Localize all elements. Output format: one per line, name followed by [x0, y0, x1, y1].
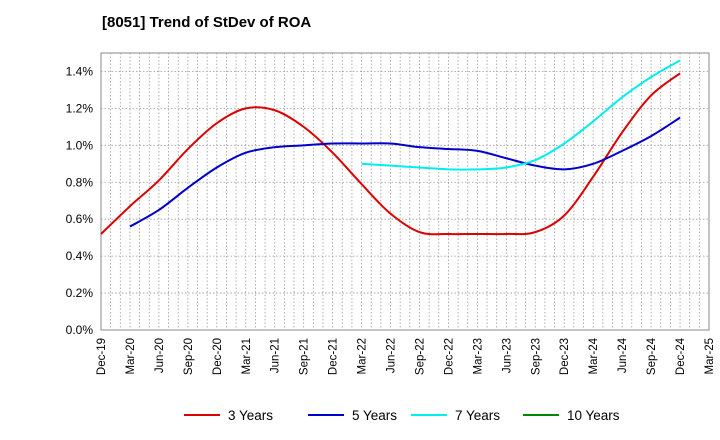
- y-tick-label: 0.6%: [66, 212, 94, 226]
- x-tick-label: Mar-21: [241, 338, 253, 374]
- x-tick-label: Mar-20: [125, 338, 137, 374]
- legend-item: 7 Years: [411, 404, 500, 426]
- y-tick-label: 0.0%: [66, 323, 94, 337]
- y-tick-label: 0.8%: [66, 175, 94, 189]
- x-tick-label: Jun-22: [386, 338, 398, 373]
- legend-item: 3 Years: [184, 404, 273, 426]
- series-line-3-years: [100, 72, 681, 236]
- series-line-5-years: [129, 116, 681, 228]
- axes: 0.0% 0.2% 0.4% 0.6% 0.8% 1.0% 1.2% 1.4% Dec-19 Ma…: [66, 64, 716, 375]
- plot-area: [100, 52, 710, 331]
- x-tick-label: Jun-24: [617, 337, 629, 373]
- x-tick-label: Sep-24: [646, 337, 658, 375]
- series-lines: [100, 59, 681, 236]
- series-line-7-years: [361, 59, 681, 171]
- y-tick-label: 1.0%: [66, 138, 94, 152]
- legend-swatch: [308, 414, 344, 416]
- legend: 3 Years 5 Years 7 Years 10 Years: [0, 404, 720, 426]
- y-tick-label: 1.4%: [66, 64, 94, 78]
- x-tick-label: Dec-24: [675, 337, 687, 375]
- legend-label: 7 Years: [455, 407, 501, 423]
- x-tick-label: Mar-24: [588, 337, 600, 374]
- x-tick-label: Jun-21: [270, 338, 282, 373]
- legend-swatch: [523, 414, 559, 416]
- y-tick-label: 1.2%: [66, 101, 94, 115]
- x-tick-label: Sep-23: [530, 338, 542, 375]
- y-tick-label: 0.4%: [66, 249, 94, 263]
- legend-swatch: [184, 414, 220, 416]
- x-tick-label: Dec-19: [96, 338, 108, 375]
- grid: [100, 52, 710, 331]
- x-tick-label: Dec-23: [559, 338, 571, 375]
- x-tick-label: Dec-22: [443, 338, 455, 375]
- legend-label: 5 Years: [352, 407, 398, 423]
- x-tick-label: Mar-25: [704, 338, 716, 374]
- legend-item: 10 Years: [523, 404, 620, 426]
- x-tick-label: Mar-22: [357, 338, 369, 374]
- x-tick-label: Dec-20: [212, 338, 224, 375]
- x-tick-label: Sep-20: [183, 338, 195, 375]
- y-tick-label: 0.2%: [66, 286, 94, 300]
- x-tick-label: Dec-21: [328, 338, 340, 375]
- legend-label: 10 Years: [567, 407, 620, 423]
- chart-title: [8051] Trend of StDev of ROA: [102, 14, 312, 31]
- x-tick-label: Jun-20: [154, 338, 166, 373]
- x-tick-label: Sep-21: [299, 338, 311, 375]
- x-tick-label: Jun-23: [501, 338, 513, 373]
- legend-item: 5 Years: [308, 404, 397, 426]
- x-tick-label: Mar-23: [472, 338, 484, 374]
- legend-swatch: [411, 414, 447, 416]
- x-tick-label: Sep-22: [414, 338, 426, 375]
- legend-label: 3 Years: [228, 407, 274, 423]
